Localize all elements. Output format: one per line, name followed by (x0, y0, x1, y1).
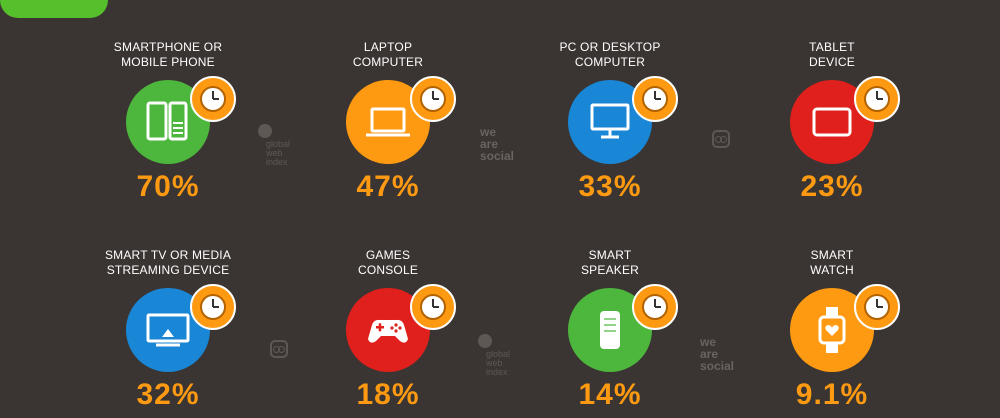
device-smart-speaker: SMART SPEAKER 14% (520, 248, 700, 418)
device-tablet: TABLET DEVICE 23% (742, 40, 922, 210)
device-smart-watch: SMART WATCH 9.1% (742, 248, 922, 418)
clock-icon (190, 284, 236, 330)
device-percentage: 23% (800, 170, 864, 203)
device-label: TABLET DEVICE (809, 40, 855, 69)
clock-icon (410, 76, 456, 122)
laptop-icon (366, 107, 410, 137)
gwi-watermark: global web index (478, 334, 510, 377)
device-percentage: 47% (356, 170, 420, 203)
clock-icon (632, 284, 678, 330)
watermark-text: index (486, 367, 508, 377)
watermark-text: index (266, 157, 288, 167)
device-percentage: 9.1% (795, 378, 869, 411)
watermark-text: web (266, 148, 283, 158)
watermark-text: global (486, 349, 511, 359)
header-tab (0, 0, 108, 18)
device-label: SMART WATCH (810, 248, 854, 277)
device-label: PC OR DESKTOP COMPUTER (559, 40, 661, 69)
hootsuite-owl-icon (270, 340, 288, 358)
tv-icon (146, 313, 190, 347)
device-label: SMARTPHONE OR MOBILE PHONE (113, 40, 223, 69)
device-smartphone: SMARTPHONE OR MOBILE PHONE 70% (78, 40, 258, 210)
clock-icon (854, 284, 900, 330)
we-are-social-watermark: we are social (480, 125, 515, 163)
device-percentage: 14% (578, 378, 642, 411)
tablet-icon (812, 107, 852, 137)
desktop-icon (590, 103, 630, 139)
watermark-text: global (266, 139, 291, 149)
device-percentage: 70% (136, 170, 200, 203)
clock-icon (632, 76, 678, 122)
clock-icon (410, 284, 456, 330)
smartwatch-icon (818, 307, 846, 353)
device-laptop: LAPTOP COMPUTER 47% (298, 40, 478, 210)
gwi-watermark: global web index (258, 124, 290, 167)
device-games-console: GAMES CONSOLE 18% (298, 248, 478, 418)
device-smart-tv: SMART TV OR MEDIA STREAMING DEVICE 32% (78, 248, 258, 418)
device-label: SMART SPEAKER (580, 248, 640, 277)
gwi-logo-icon (478, 334, 492, 348)
we-are-social-watermark: we are social (700, 335, 735, 373)
smartphone-icon (146, 101, 188, 141)
gwi-logo-icon (258, 124, 272, 138)
device-label: GAMES CONSOLE (357, 248, 419, 277)
device-percentage: 18% (356, 378, 420, 411)
speaker-icon (600, 311, 620, 349)
device-label: LAPTOP COMPUTER (352, 40, 424, 69)
device-label: SMART TV OR MEDIA STREAMING DEVICE (104, 248, 232, 277)
watermark-text: web (486, 358, 503, 368)
clock-icon (854, 76, 900, 122)
device-percentage: 33% (578, 170, 642, 203)
gamepad-icon (368, 319, 408, 343)
clock-icon (190, 76, 236, 122)
device-percentage: 32% (136, 378, 200, 411)
hootsuite-owl-icon (712, 130, 730, 148)
device-desktop: PC OR DESKTOP COMPUTER 33% (520, 40, 700, 210)
